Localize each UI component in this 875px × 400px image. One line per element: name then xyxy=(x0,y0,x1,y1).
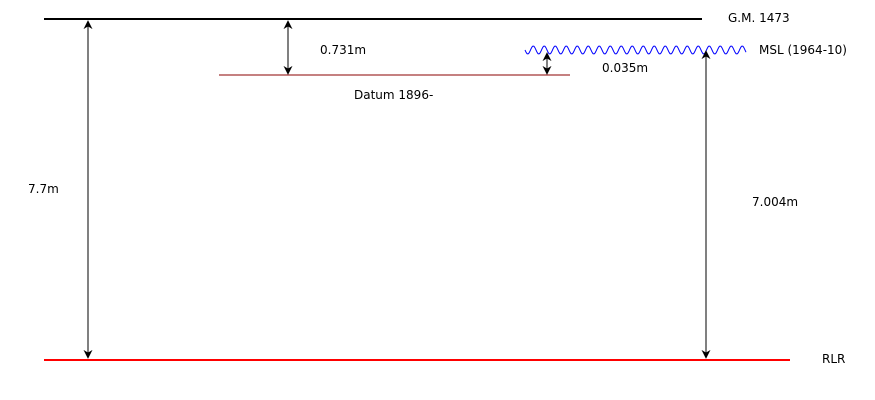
datum-1896-label: Datum 1896- xyxy=(354,88,434,102)
rlr-label: RLR xyxy=(822,352,846,366)
msl-wave xyxy=(524,45,747,55)
gm-to-rlr-measurement: 7.7m xyxy=(28,182,59,196)
datum-to-msl-measurement: 0.035m xyxy=(602,61,649,75)
msl-label: MSL (1964-10) xyxy=(759,43,847,57)
gm-1473-label: G.M. 1473 xyxy=(728,11,790,25)
msl-to-rlr-measurement: 7.004m xyxy=(752,195,799,209)
gm-to-datum-measurement: 0.731m xyxy=(320,43,367,57)
